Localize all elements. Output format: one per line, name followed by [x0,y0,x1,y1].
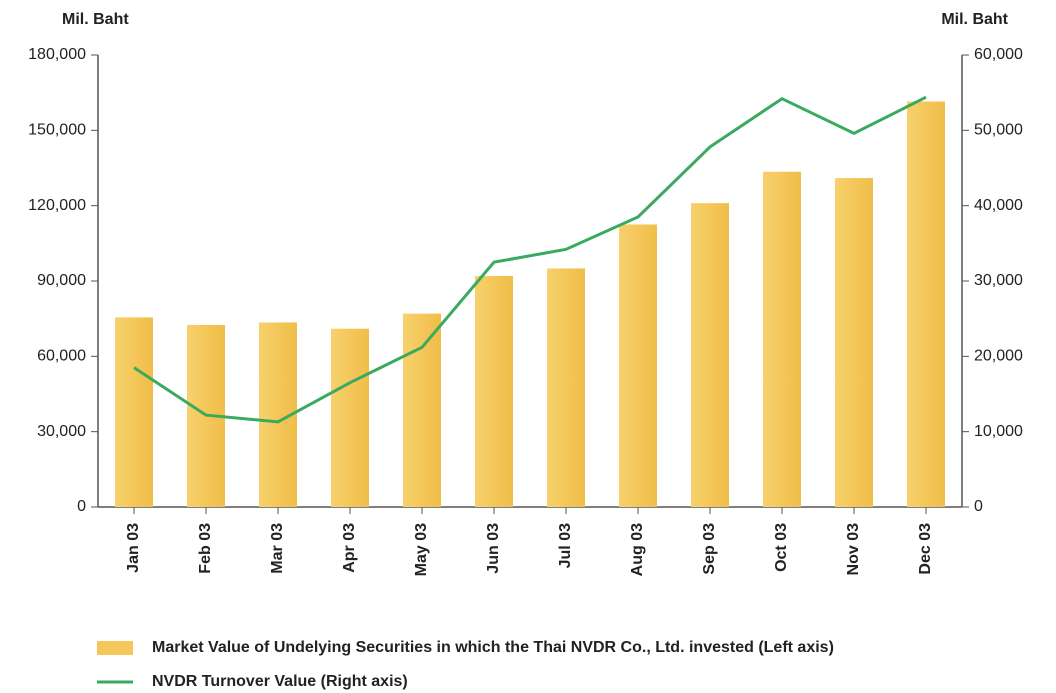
x-tick-label: Nov 03 [845,523,862,576]
bar [403,313,441,507]
bar [763,171,801,507]
y2-tick-label: 0 [974,498,983,515]
y-tick-label: 120,000 [28,197,86,214]
x-tick-label: Oct 03 [773,523,790,572]
bar [115,317,153,507]
x-tick-label: Sep 03 [701,523,718,575]
y-tick-label: 0 [77,498,86,515]
x-tick-label: Jun 03 [485,523,502,574]
legend-label: Market Value of Undelying Securities in … [152,639,834,656]
y2-tick-label: 40,000 [974,197,1023,214]
x-tick-label: Aug 03 [629,523,646,576]
legend-swatch [97,641,133,655]
bar [475,275,513,507]
x-tick-label: Feb 03 [197,523,214,574]
bar [331,328,369,507]
y2-tick-label: 20,000 [974,348,1023,365]
bar [907,101,945,507]
y-tick-label: 180,000 [28,46,86,63]
x-tick-label: Jan 03 [125,523,142,573]
y2-tick-label: 30,000 [974,272,1023,289]
x-tick-label: Dec 03 [917,523,934,575]
y2-tick-label: 10,000 [974,423,1023,440]
y-tick-label: 90,000 [37,272,86,289]
bar [691,203,729,507]
y2-tick-label: 50,000 [974,122,1023,139]
y-axis-label: Mil. Baht [62,11,129,28]
bar [835,178,873,508]
line [133,95,927,424]
x-tick-label: May 03 [413,523,430,576]
x-tick-label: Jul 03 [557,523,574,568]
bar [619,224,657,507]
y2-axis-label: Mil. Baht [941,11,1008,28]
bar [547,268,585,507]
x-tick-label: Apr 03 [341,523,358,573]
y2-tick-label: 60,000 [974,46,1023,63]
legend-label: NVDR Turnover Value (Right axis) [152,673,408,690]
x-tick-label: Mar 03 [269,523,286,574]
y-tick-label: 60,000 [37,348,86,365]
y-tick-label: 150,000 [28,122,86,139]
y-tick-label: 30,000 [37,423,86,440]
